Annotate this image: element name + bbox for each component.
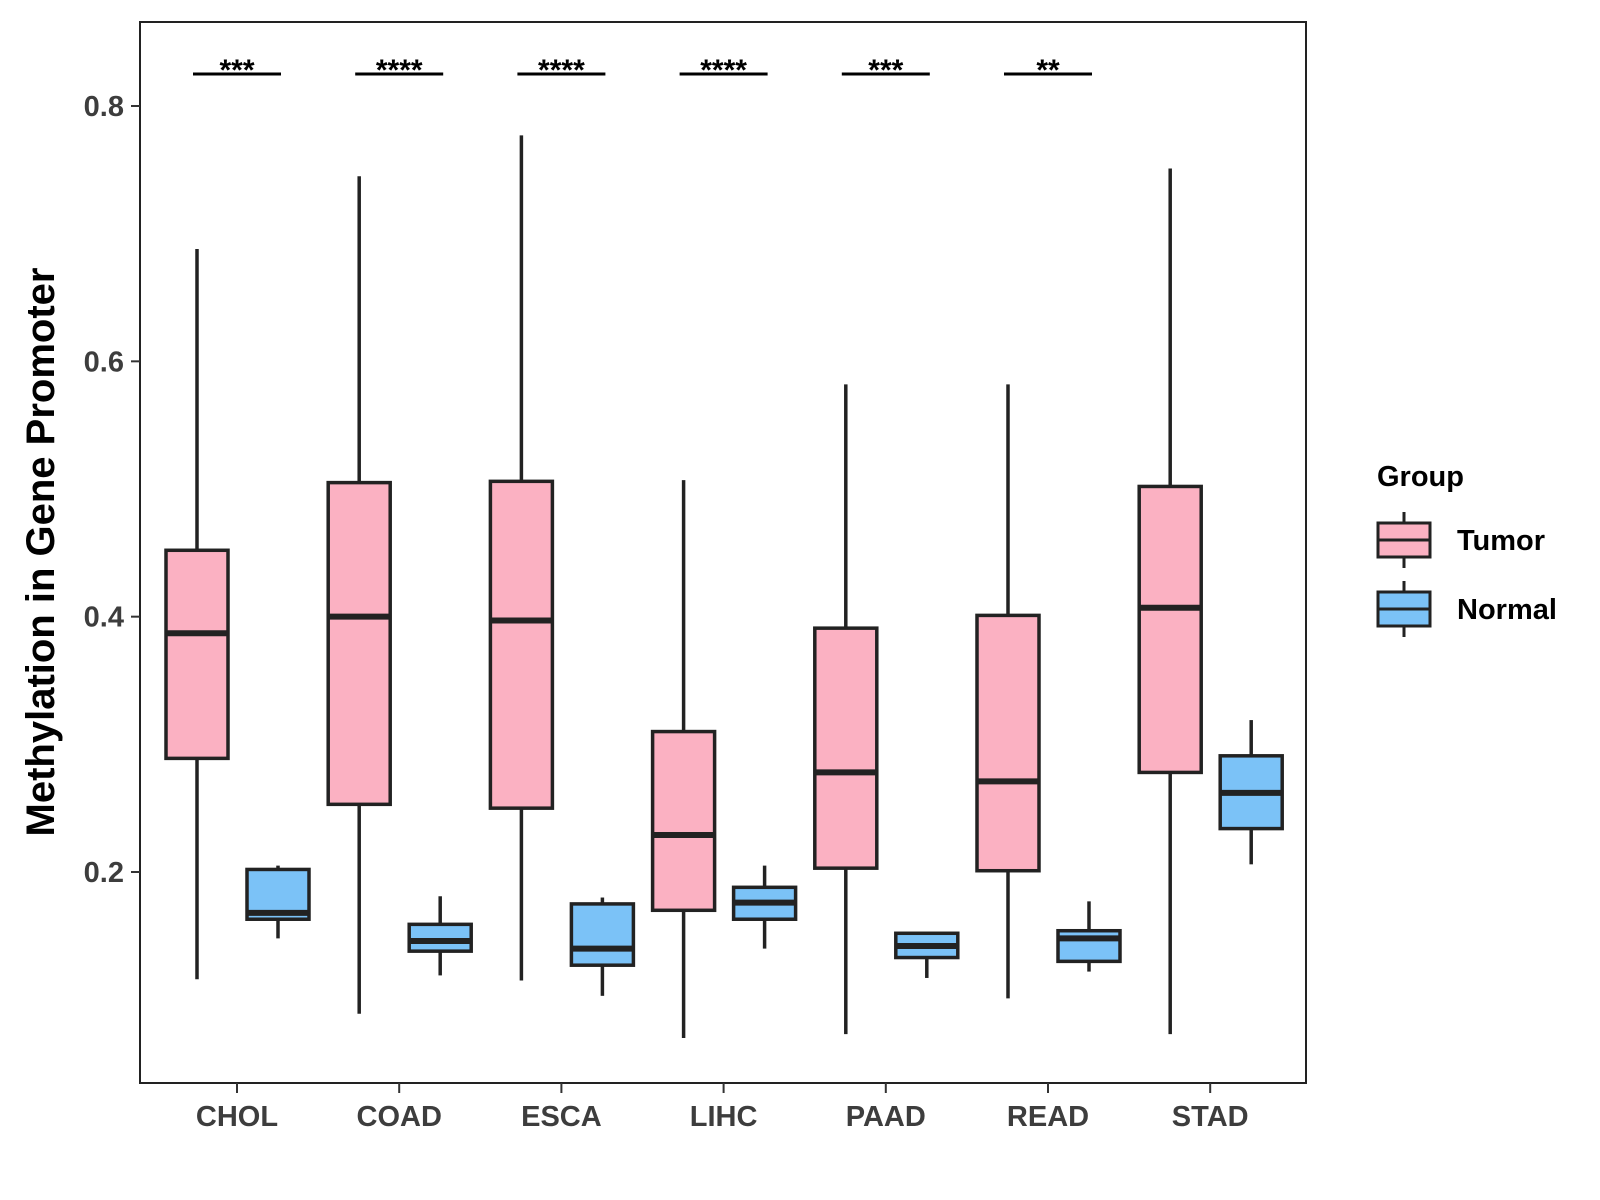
x-tick-label: READ	[1007, 1101, 1089, 1133]
box-normal-esca	[569, 897, 636, 996]
box-series	[164, 135, 1284, 1038]
box-body	[975, 613, 1041, 873]
box-tumor-lihc	[650, 480, 717, 1038]
box-body	[650, 729, 717, 913]
box-tumor-esca	[488, 135, 555, 981]
box-body	[407, 922, 473, 953]
legend-label-normal: Normal	[1457, 594, 1557, 626]
y-axis-label: Methylation in Gene Promoter	[19, 268, 63, 837]
x-tick-label: LIHC	[690, 1101, 758, 1133]
box-normal-stad	[1218, 720, 1284, 865]
y-axis: 0.2 0.4 0.6 0.8	[84, 91, 140, 889]
significance-annotations: *** **** **** **** *** **	[193, 54, 1092, 87]
box-body	[1056, 928, 1122, 964]
x-tick-label: ESCA	[521, 1101, 602, 1133]
significance-label: ****	[700, 54, 747, 87]
significance-label: ****	[376, 54, 423, 87]
box-body	[326, 480, 392, 807]
y-tick-label: 0.6	[84, 346, 124, 378]
x-tick-label: COAD	[357, 1101, 442, 1133]
x-axis: CHOL COAD ESCA LIHC PAAD READ STAD	[196, 1083, 1249, 1133]
significance-label: ***	[868, 54, 903, 87]
box-normal-coad	[407, 896, 473, 976]
significance-label: ****	[538, 54, 585, 87]
y-tick-label: 0.4	[84, 602, 124, 634]
legend: Group Tumor Normal	[1376, 461, 1557, 637]
box-normal-lihc	[731, 865, 798, 949]
box-body	[1137, 484, 1203, 775]
legend-label-tumor: Tumor	[1457, 525, 1545, 557]
x-tick-label: STAD	[1172, 1101, 1249, 1133]
significance-label: **	[1036, 54, 1060, 87]
box-tumor-stad	[1137, 168, 1203, 1035]
box-tumor-coad	[326, 176, 392, 1014]
box-body	[488, 479, 555, 810]
plot-panel	[139, 21, 1307, 1084]
x-tick-label: CHOL	[196, 1101, 278, 1133]
significance-label: ***	[219, 54, 254, 87]
box-normal-read	[1056, 901, 1122, 972]
x-tick-label: PAAD	[846, 1101, 926, 1133]
box-tumor-chol	[164, 248, 230, 980]
box-body	[569, 902, 636, 967]
box-tumor-paad	[813, 384, 879, 1035]
box-normal-paad	[894, 931, 960, 978]
y-tick-label: 0.8	[84, 91, 124, 123]
box-body	[164, 548, 230, 761]
box-normal-chol	[245, 865, 311, 939]
legend-title: Group	[1377, 461, 1464, 493]
y-tick-label: 0.2	[84, 857, 124, 889]
box-tumor-read	[975, 384, 1041, 999]
box-body	[813, 626, 879, 870]
